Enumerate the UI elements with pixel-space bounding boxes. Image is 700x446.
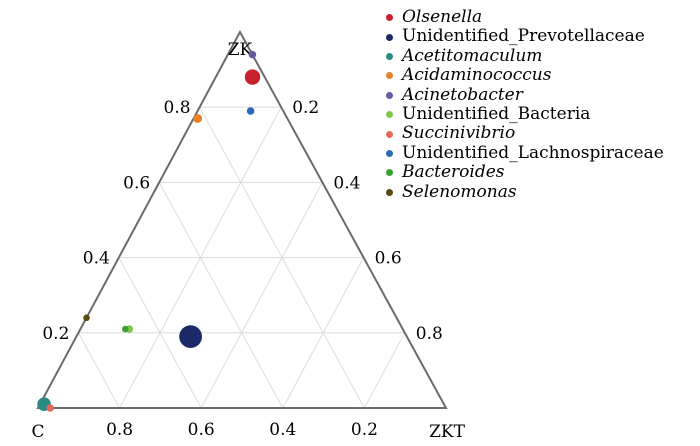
right-axis-tick: 0.8 xyxy=(416,324,443,344)
legend-item: Unidentified_Lachnospiraceae xyxy=(386,142,696,163)
legend-label: Unidentified_Bacteria xyxy=(402,104,591,125)
legend-item: Bacteroides xyxy=(386,162,696,183)
left-axis-tick: 0.6 xyxy=(123,173,150,193)
data-point xyxy=(179,325,203,348)
legend-marker xyxy=(386,33,393,41)
legend-item: Acetitomaculum xyxy=(386,45,696,66)
legend-label: Acinetobacter xyxy=(402,84,523,105)
legend-item: Acidaminococcus xyxy=(386,65,696,86)
legend-label: Unidentified_Prevotellaceae xyxy=(402,26,645,47)
vertex-label-bottom-right: ZKT xyxy=(429,422,466,442)
grid-line-zkt xyxy=(282,257,365,409)
data-point xyxy=(46,404,54,412)
legend-marker xyxy=(386,111,393,119)
data-points xyxy=(37,50,261,412)
legend-label: Bacteroides xyxy=(402,162,505,183)
left-axis-tick: 0.2 xyxy=(42,324,69,344)
bottom-axis-tick: 0.4 xyxy=(269,420,296,440)
legend-item: Olsenella xyxy=(386,7,696,27)
legend-label: Selenomonas xyxy=(402,181,517,202)
data-point xyxy=(244,69,261,85)
bottom-axis-tick: 0.2 xyxy=(351,420,378,440)
legend-marker xyxy=(386,72,393,80)
legend: Olsenella Unidentified_Prevotellaceae Acet… xyxy=(386,7,696,202)
legend-marker xyxy=(386,188,393,196)
legend-item: Succinivibrio xyxy=(386,124,696,143)
right-axis-tick: 0.2 xyxy=(292,98,319,118)
legend-label: Succinivibrio xyxy=(402,123,516,144)
vertex-label-bottom-left: C xyxy=(31,422,44,442)
bottom-axis-tick: 0.6 xyxy=(188,420,215,440)
grid-line-zkt xyxy=(200,182,323,409)
legend-marker xyxy=(386,130,393,138)
tick-labels: 0.2 0.4 0.6 0.8 0.2 0.4 0.6 0.8 0.8 0.6 0.4 0.2 xyxy=(42,98,442,440)
data-point xyxy=(248,50,257,59)
legend-label: Unidentified_Lachnospiraceae xyxy=(402,142,664,163)
vertex-label-top: ZK xyxy=(228,40,253,60)
legend-marker xyxy=(386,150,393,158)
data-point xyxy=(122,325,129,333)
grid-line-c xyxy=(158,182,284,409)
triangle-frame xyxy=(36,29,448,409)
data-point xyxy=(83,314,90,322)
grid-line-c xyxy=(118,257,202,409)
right-axis-tick: 0.4 xyxy=(333,173,360,193)
bottom-axis-tick: 0.8 xyxy=(106,420,133,440)
legend-item: Unidentified_Prevotellaceae xyxy=(386,26,696,47)
legend-label: Olsenella xyxy=(402,7,483,27)
legend-item: Unidentified_Bacteria xyxy=(386,104,696,125)
grid-line-zkt xyxy=(363,332,406,409)
legend-marker xyxy=(386,91,393,99)
legend-marker xyxy=(386,53,393,61)
vertex-labels: ZK C ZKT xyxy=(31,40,465,442)
legend-marker xyxy=(386,169,393,177)
data-point xyxy=(246,107,255,115)
grid-lines xyxy=(77,106,406,409)
legend-label: Acetitomaculum xyxy=(402,45,543,66)
data-point xyxy=(193,114,203,123)
left-axis-tick: 0.4 xyxy=(83,249,110,269)
right-axis-tick: 0.6 xyxy=(375,249,402,269)
grid-line-c xyxy=(77,332,121,409)
legend-label: Acidaminococcus xyxy=(402,65,552,86)
legend-item: Acinetobacter xyxy=(386,84,696,105)
left-axis-tick: 0.8 xyxy=(164,98,191,118)
legend-marker xyxy=(386,14,393,22)
legend-item: Selenomonas xyxy=(386,181,696,202)
